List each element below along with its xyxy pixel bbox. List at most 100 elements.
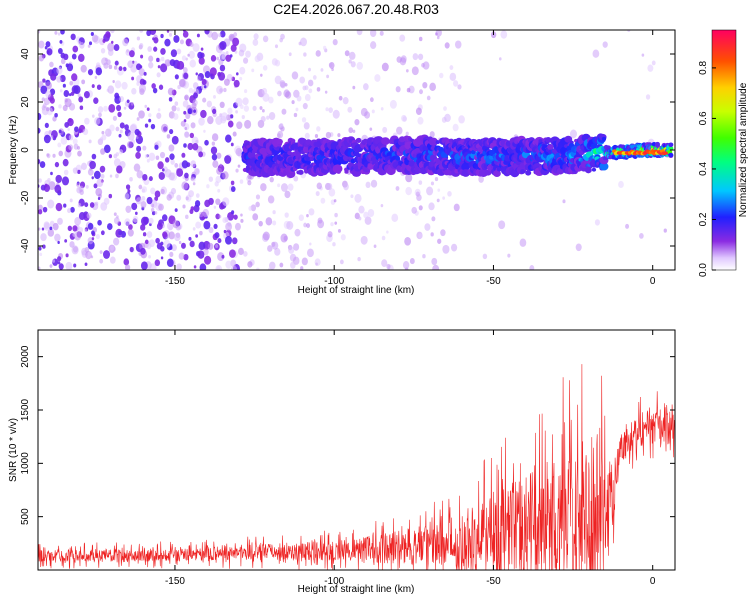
y-tick-label: 2000 <box>20 345 31 368</box>
noise-cell <box>240 213 243 217</box>
noise-cell <box>201 78 207 86</box>
noise-cell <box>91 176 94 180</box>
noise-cell <box>94 75 98 79</box>
noise-cell <box>85 250 92 260</box>
noise-cell <box>316 182 323 190</box>
noise-cell <box>38 266 41 270</box>
noise-cell <box>158 84 164 90</box>
noise-cell <box>77 53 85 62</box>
noise-cell <box>247 261 253 268</box>
noise-cell <box>126 140 133 149</box>
noise-cell <box>124 193 130 200</box>
noise-cell <box>127 60 134 68</box>
signal-peak-cell <box>662 151 668 155</box>
noise-cell <box>96 178 104 188</box>
noise-cell <box>107 42 115 52</box>
noise-cell <box>443 106 447 111</box>
noise-cell <box>251 68 255 73</box>
noise-cell <box>306 223 311 229</box>
noise-cell <box>235 168 239 173</box>
noise-cell <box>324 90 328 94</box>
noise-cell <box>348 127 354 134</box>
noise-cell <box>193 265 197 269</box>
noise-cell <box>195 234 199 238</box>
noise-cell <box>183 143 187 148</box>
noise-cell <box>287 183 294 191</box>
signal-cell <box>591 167 597 172</box>
noise-cell <box>342 97 349 105</box>
y-tick-label: 0 <box>20 147 31 153</box>
noise-cell <box>40 85 48 94</box>
noise-cell <box>199 263 207 270</box>
noise-cell <box>170 159 175 165</box>
noise-cell <box>422 254 426 259</box>
noise-cell <box>222 197 230 207</box>
noise-cell <box>436 198 440 203</box>
y-tick-label: -40 <box>20 238 31 253</box>
noise-cell <box>148 152 156 162</box>
noise-cell <box>168 225 173 231</box>
noise-cell <box>301 117 307 123</box>
noise-cell <box>227 120 234 128</box>
noise-cell <box>244 89 248 94</box>
noise-cell <box>188 50 195 59</box>
noise-cell <box>562 199 566 204</box>
noise-cell <box>116 104 122 112</box>
noise-cell <box>280 233 288 243</box>
noise-cell <box>243 105 250 112</box>
noise-cell <box>110 30 115 34</box>
noise-cell <box>334 221 338 225</box>
noise-cell <box>46 48 53 56</box>
noise-cell <box>189 240 195 248</box>
noise-cell <box>176 168 184 177</box>
noise-cell <box>158 171 165 180</box>
x-tick-label: -100 <box>324 576 344 587</box>
noise-cell <box>127 131 135 141</box>
noise-cell <box>46 153 50 157</box>
noise-cell <box>119 122 125 129</box>
noise-cell <box>150 207 155 213</box>
noise-cell <box>38 178 42 183</box>
noise-cell <box>399 34 406 42</box>
noise-cell <box>417 116 424 125</box>
noise-cell <box>142 173 148 181</box>
noise-cell <box>112 115 117 121</box>
noise-cell <box>211 153 218 161</box>
noise-cell <box>156 72 161 78</box>
noise-cell <box>401 114 407 122</box>
noise-cell <box>95 62 101 68</box>
noise-cell <box>142 145 147 151</box>
noise-cell <box>174 208 178 212</box>
noise-cell <box>57 240 60 244</box>
signal-cell <box>355 137 362 143</box>
noise-cell <box>340 234 346 241</box>
spectrogram-x-ticks: -150 -100 -50 0 <box>165 30 656 287</box>
noise-cell <box>52 153 56 158</box>
noise-cell <box>129 176 133 182</box>
noise-cell <box>197 51 203 59</box>
noise-cell <box>161 123 169 133</box>
colorbar-tick-label: 0.0 <box>698 263 709 277</box>
noise-cell <box>141 196 146 202</box>
noise-cell <box>154 144 159 150</box>
noise-cell <box>132 215 139 223</box>
colorbar-tick-label: 0.8 <box>698 61 709 75</box>
noise-cell <box>234 222 241 231</box>
noise-cell <box>152 87 158 94</box>
noise-cell <box>243 250 248 257</box>
noise-cell <box>77 93 81 98</box>
noise-cell <box>229 249 236 258</box>
noise-cell <box>117 111 122 118</box>
noise-cell <box>115 152 120 157</box>
noise-cell <box>575 243 582 252</box>
noise-cell <box>96 84 102 90</box>
noise-cell <box>211 141 216 146</box>
noise-cell <box>79 105 84 110</box>
signal-cell <box>492 140 497 144</box>
noise-cell <box>143 71 147 76</box>
noise-cell <box>157 161 164 170</box>
noise-cell <box>663 228 667 233</box>
y-tick-label: 500 <box>20 508 31 525</box>
noise-cell <box>349 51 356 60</box>
noise-cell <box>244 119 252 129</box>
